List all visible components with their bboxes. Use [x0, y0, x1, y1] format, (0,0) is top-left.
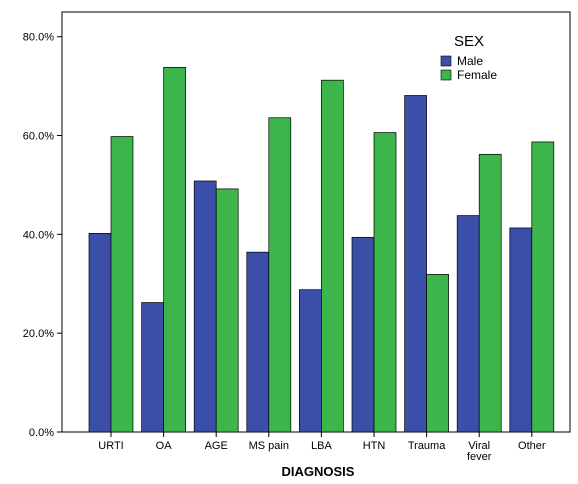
legend-title: SEX	[454, 33, 484, 50]
bar-female	[215, 188, 239, 433]
y-tick-label: 0.0%	[29, 427, 54, 439]
y-axis: 0.0% 20.0% 40.0% 60.0% 80.0%	[23, 32, 62, 439]
bar-male	[299, 289, 322, 433]
bars	[88, 66, 555, 433]
x-tick-label: Other	[518, 440, 546, 452]
x-axis-title: DIAGNOSIS	[282, 464, 355, 479]
x-tick-label: URTI	[98, 440, 123, 452]
x-tick-label: OA	[156, 440, 173, 452]
bar-female	[478, 153, 502, 433]
y-tick-label: 80.0%	[23, 32, 54, 44]
bar-male	[351, 236, 375, 433]
bar-female	[163, 66, 186, 433]
x-tick-label: LBA	[311, 440, 332, 452]
x-tick-label: HTN	[363, 440, 386, 452]
bar-male	[88, 233, 112, 433]
bar-female	[268, 117, 292, 433]
bar-male	[404, 95, 427, 433]
x-tick-label: Viral	[468, 440, 490, 452]
legend-label-male: Male	[457, 54, 483, 68]
bar-male	[193, 180, 217, 433]
bar-female	[531, 141, 555, 433]
bar-female	[373, 132, 397, 433]
x-tick-label: AGE	[205, 440, 228, 452]
legend: SEX Male Female	[440, 33, 497, 82]
legend-label-female: Female	[457, 68, 497, 82]
bar-female	[321, 79, 344, 433]
y-tick-label: 40.0%	[23, 229, 54, 241]
bar-male	[509, 227, 533, 433]
bar-female	[426, 274, 449, 433]
bar-male	[456, 215, 480, 433]
bar-male	[141, 302, 164, 433]
bar-female	[110, 136, 134, 433]
x-tick-label: Trauma	[408, 440, 446, 452]
y-tick-label: 60.0%	[23, 131, 54, 143]
x-tick-label: MS pain	[249, 440, 289, 452]
legend-swatch-male	[440, 55, 452, 67]
bar-male	[246, 251, 270, 433]
x-tick-label: fever	[467, 451, 492, 463]
y-tick-label: 20.0%	[23, 328, 54, 340]
legend-swatch-female	[440, 69, 452, 81]
